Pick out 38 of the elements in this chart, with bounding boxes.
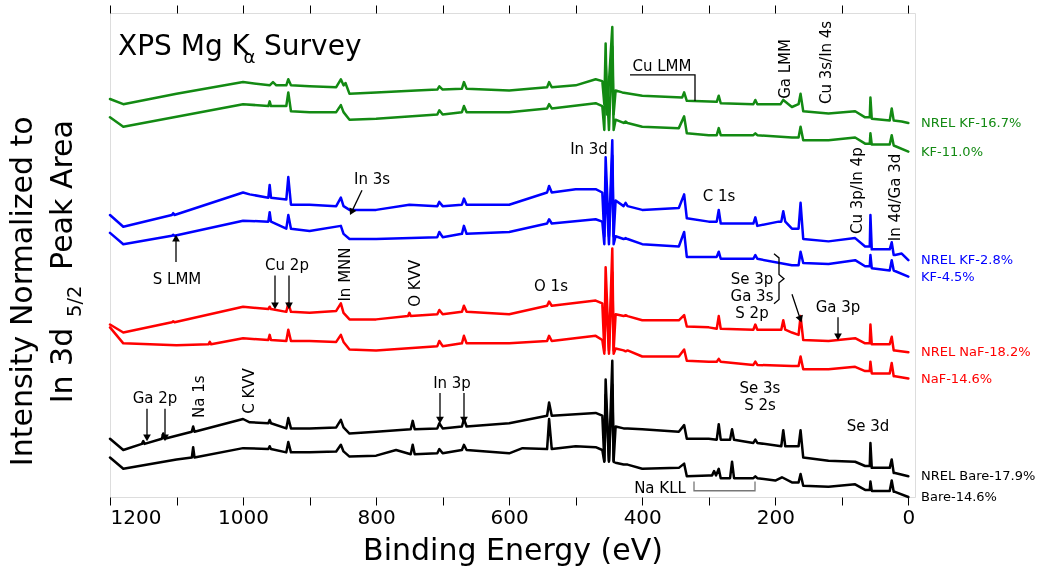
annotation: C KVV	[240, 367, 258, 414]
series-label: NREL Bare-17.9%	[921, 468, 1036, 484]
annotation: Na 1s	[190, 375, 208, 418]
annotation: O KVV	[406, 259, 424, 307]
annotation: In 3d	[570, 139, 608, 158]
annotation: In MNN	[336, 247, 354, 302]
x-tick-label: 200	[756, 504, 795, 529]
x-tick-label: 800	[357, 504, 396, 529]
x-tick-label: 1200	[110, 504, 162, 529]
series-label: KF-11.0%	[921, 143, 983, 159]
series-label: NREL KF-2.8%	[921, 252, 1014, 268]
annotation: In 3p	[433, 373, 471, 392]
x-axis-title: Binding Energy (eV)	[363, 531, 663, 567]
annotation: In 4d/Ga 3d	[886, 153, 904, 242]
annotation: Se 3p Ga 3s S 2p	[730, 269, 774, 322]
annotation: Cu 3s/In 4s	[817, 20, 835, 105]
annotation: Cu 3p/In 4p	[848, 147, 866, 234]
series-label: NREL NaF-18.2%	[921, 344, 1031, 360]
annotation: Ga 2p	[132, 389, 178, 408]
annotation: Cu 2p	[265, 256, 309, 275]
series-label: KF-4.5%	[921, 268, 975, 284]
series-label: NaF-14.6%	[921, 370, 993, 386]
annotation: O 1s	[534, 276, 569, 295]
annotation: In 3s	[353, 169, 391, 188]
annotation: C 1s	[702, 186, 736, 205]
annotation: Ga LMM	[776, 39, 794, 99]
series-label: Bare-14.6%	[921, 489, 997, 504]
annotation: Cu LMM	[632, 56, 692, 75]
annotation: Na KLL	[634, 478, 687, 497]
x-tick-label: 400	[623, 504, 662, 529]
series-label: NREL KF-16.7%	[921, 114, 1022, 130]
annotation: Se 3d	[846, 417, 890, 436]
x-tick-label: 600	[490, 504, 529, 529]
x-tick-label: 1000	[218, 504, 270, 529]
annotation: Se 3s S 2s	[739, 378, 781, 414]
annotation: S LMM	[152, 269, 202, 288]
annotation: Ga 3p	[815, 297, 861, 316]
x-tick-label: 0	[902, 504, 916, 529]
